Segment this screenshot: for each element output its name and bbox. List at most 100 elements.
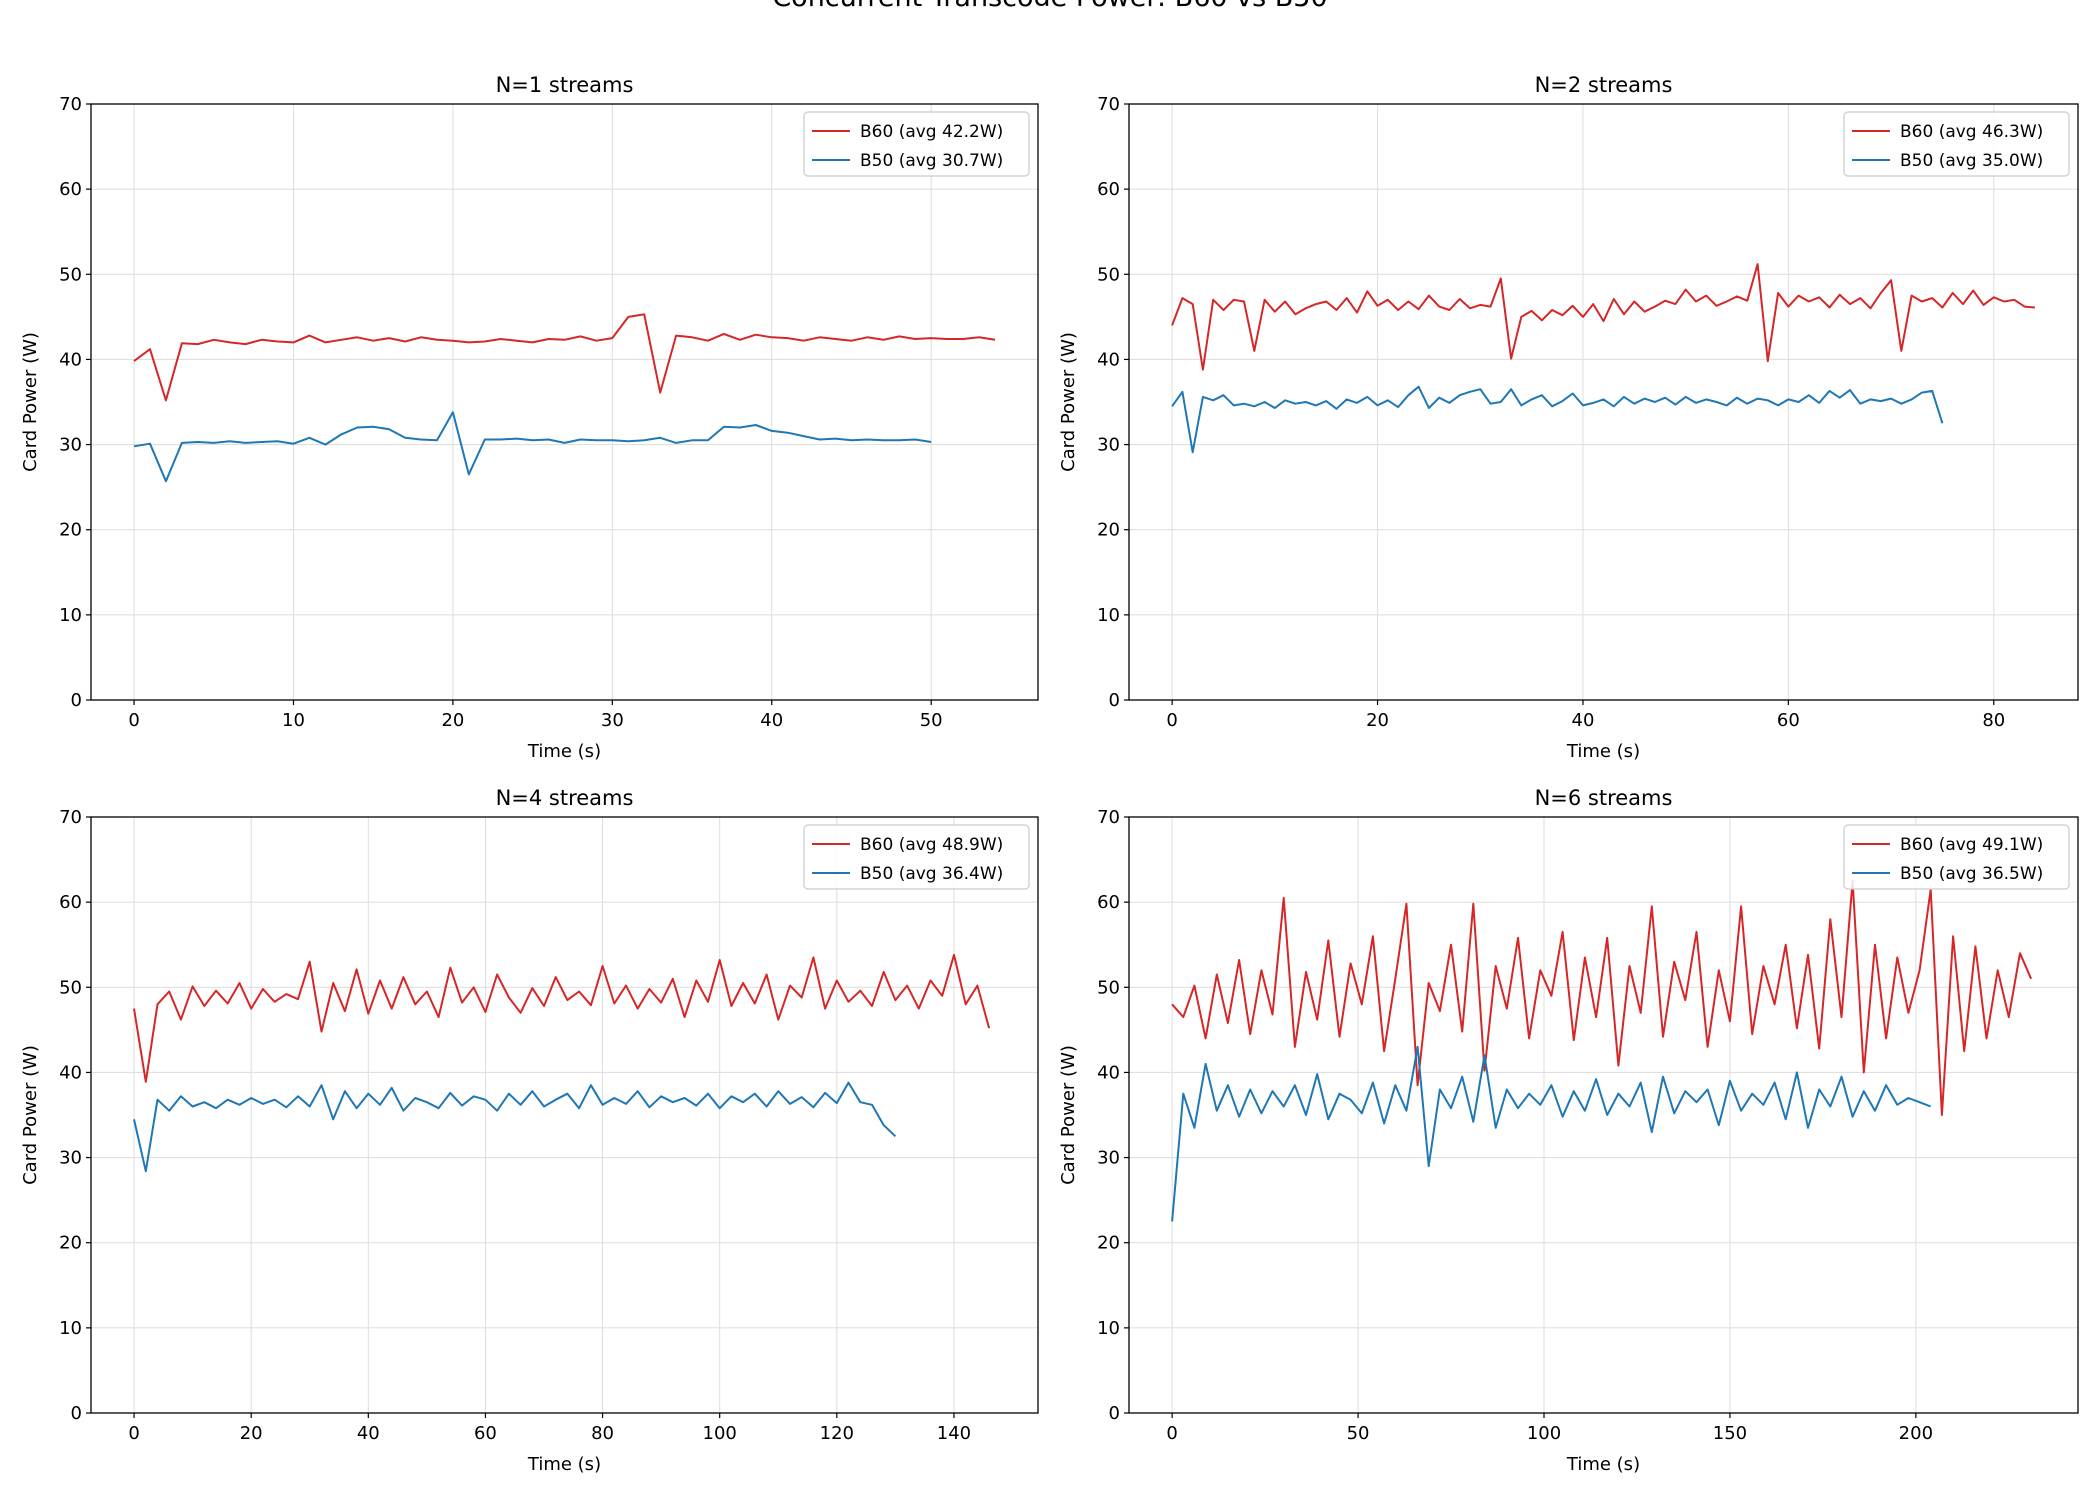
x-tick-label: 80 [1982, 710, 2005, 731]
y-tick-label: 40 [59, 1062, 82, 1083]
legend-label-b50: B50 (avg 36.4W) [860, 864, 1003, 884]
x-axis-label: Time (s) [1566, 741, 1640, 762]
x-tick-label: 60 [1777, 710, 1800, 731]
y-tick-label: 10 [59, 1318, 82, 1339]
subplot-3: 0 20 40 60 80 100 120 140 0 10 20 30 40 50 60 70 N=4 str… [20, 786, 1039, 1475]
x-tick-label: 20 [1366, 710, 1389, 731]
y-tick-label: 20 [1097, 1233, 1120, 1254]
subplot-1: 0 10 20 30 40 50 0 10 20 30 40 50 60 70 N=1 streams Tim… [20, 73, 1039, 762]
y-tick-label: 10 [1097, 1318, 1120, 1339]
legend-box [803, 111, 1030, 177]
series-line-b60 [133, 953, 991, 1083]
axes-frame [1128, 103, 2079, 701]
x-axis-label: Time (s) [527, 1454, 601, 1475]
series-line-b50 [1171, 385, 1944, 454]
y-tick-label: 0 [71, 1403, 82, 1424]
series-line-b50 [1171, 1045, 1932, 1222]
x-axis-label: Time (s) [1566, 1454, 1640, 1475]
series-line-b60 [133, 313, 996, 402]
x-tick-label: 60 [474, 1423, 497, 1444]
x-axis-label: Time (s) [527, 741, 601, 762]
x-tick-label: 50 [920, 710, 943, 731]
y-tick-label: 0 [1109, 1403, 1120, 1424]
x-tick-label: 80 [591, 1423, 614, 1444]
x-tick-label: 40 [760, 710, 783, 731]
y-tick-label: 50 [59, 264, 82, 285]
y-tick-label: 0 [71, 690, 82, 711]
legend-label-b60: B60 (avg 49.1W) [1900, 835, 2043, 855]
x-tick-label: 120 [820, 1423, 854, 1444]
legend-label-b50: B50 (avg 35.0W) [1900, 151, 2043, 171]
subplot-title: N=1 streams [496, 73, 634, 97]
subplot-4: 0 50 100 150 200 0 10 20 30 40 50 60 70 N=6 streams Ti… [1058, 786, 2079, 1475]
x-tick-label: 0 [128, 710, 139, 731]
y-tick-label: 30 [59, 1148, 82, 1169]
y-axis-label: Card Power (W) [20, 332, 41, 472]
axes-frame [90, 103, 1039, 701]
legend-box [803, 824, 1030, 890]
y-tick-label: 70 [59, 807, 82, 828]
legend: B60 (avg 42.2W) B50 (avg 30.7W) [803, 111, 1030, 177]
y-tick-label: 10 [59, 605, 82, 626]
legend-label-b60: B60 (avg 46.3W) [1900, 122, 2043, 142]
y-tick-label: 50 [1097, 977, 1120, 998]
x-tick-label: 100 [1527, 1423, 1561, 1444]
x-tick-label: 200 [1899, 1423, 1933, 1444]
x-tick-label: 20 [441, 710, 464, 731]
y-axis-label: Card Power (W) [20, 1045, 41, 1185]
x-tick-label: 50 [1347, 1423, 1370, 1444]
y-tick-label: 50 [59, 977, 82, 998]
y-tick-label: 30 [1097, 1148, 1120, 1169]
x-tick-label: 40 [357, 1423, 380, 1444]
legend-box [1843, 111, 2070, 177]
legend-label-b50: B50 (avg 36.5W) [1900, 864, 2043, 884]
y-tick-label: 40 [59, 349, 82, 370]
y-tick-label: 70 [1097, 807, 1120, 828]
legend-label-b60: B60 (avg 48.9W) [860, 835, 1003, 855]
y-tick-label: 0 [1109, 690, 1120, 711]
y-tick-label: 10 [1097, 605, 1120, 626]
legend: B60 (avg 48.9W) B50 (avg 36.4W) [803, 824, 1030, 890]
y-tick-label: 40 [1097, 1062, 1120, 1083]
axes-frame [90, 816, 1039, 1414]
x-tick-label: 20 [240, 1423, 263, 1444]
x-tick-label: 140 [937, 1423, 971, 1444]
x-tick-label: 30 [601, 710, 624, 731]
axes-frame [1128, 816, 2079, 1414]
y-tick-label: 70 [59, 94, 82, 115]
y-tick-label: 50 [1097, 264, 1120, 285]
x-tick-label: 0 [128, 1423, 139, 1444]
series-line-b50 [133, 411, 932, 483]
x-tick-label: 40 [1572, 710, 1595, 731]
x-tick-label: 100 [703, 1423, 737, 1444]
subplot-title: N=2 streams [1535, 73, 1673, 97]
x-tick-label: 10 [282, 710, 305, 731]
y-tick-label: 20 [1097, 520, 1120, 541]
series-line-b60 [1171, 879, 2033, 1116]
y-axis-label: Card Power (W) [1058, 1045, 1079, 1185]
y-tick-label: 20 [59, 1233, 82, 1254]
legend-label-b60: B60 (avg 42.2W) [860, 122, 1003, 142]
subplot-title: N=4 streams [496, 786, 634, 810]
y-axis-label: Card Power (W) [1058, 332, 1079, 472]
y-tick-label: 60 [1097, 892, 1120, 913]
x-tick-label: 0 [1166, 710, 1177, 731]
legend: B60 (avg 49.1W) B50 (avg 36.5W) [1843, 824, 2070, 890]
y-tick-label: 30 [59, 435, 82, 456]
legend-box [1843, 824, 2070, 890]
subplot-title: N=6 streams [1535, 786, 1673, 810]
x-tick-label: 0 [1166, 1423, 1177, 1444]
series-line-b50 [133, 1081, 897, 1173]
series-line-b60 [1171, 263, 2035, 371]
legend: B60 (avg 46.3W) B50 (avg 35.0W) [1843, 111, 2070, 177]
figure-title: Concurrent Transcode Power: B60 vs B50 [772, 0, 1327, 13]
legend-label-b50: B50 (avg 30.7W) [860, 151, 1003, 171]
y-tick-label: 70 [1097, 94, 1120, 115]
y-tick-label: 60 [59, 892, 82, 913]
x-tick-label: 150 [1713, 1423, 1747, 1444]
y-tick-label: 60 [1097, 179, 1120, 200]
y-tick-label: 40 [1097, 349, 1120, 370]
y-tick-label: 20 [59, 520, 82, 541]
y-tick-label: 30 [1097, 435, 1120, 456]
